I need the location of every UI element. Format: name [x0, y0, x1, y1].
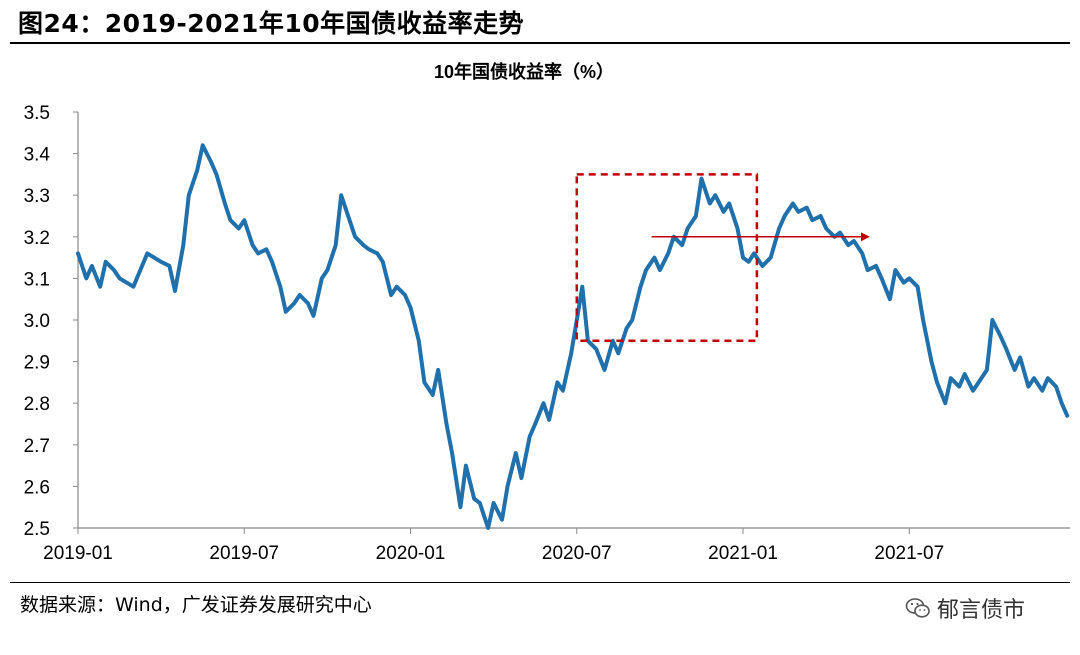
watermark: 郁言债市 — [905, 592, 1025, 624]
series-group — [76, 143, 1070, 530]
x-tick-label: 2020-07 — [542, 543, 612, 564]
bottom-rule — [10, 582, 1070, 583]
yield-chart: 10年国债收益率（%） 2.5 2.6 2.7 2.8 2.9 3.0 3.1 3.2 3.3 3… — [24, 61, 1070, 564]
y-tick-label: 3.0 — [24, 311, 50, 332]
chart-title: 10年国债收益率（%） — [434, 61, 614, 82]
y-tick-label: 2.5 — [24, 519, 50, 540]
y-tick-label: 3.5 — [24, 103, 50, 124]
annotations-group — [575, 173, 870, 343]
y-tick-label: 3.3 — [24, 186, 50, 207]
y-tick-label: 2.7 — [24, 436, 50, 457]
figure-title: 图24：2019-2021年10年国债收益率走势 — [18, 9, 525, 38]
x-tick-label: 2021-01 — [708, 543, 778, 564]
yield-series-line — [76, 143, 1070, 530]
x-axis: 2019-01 2019-07 2020-01 2020-07 2021-01 2021-… — [43, 527, 1070, 564]
y-axis: 2.5 2.6 2.7 2.8 2.9 3.0 3.1 3.2 3.3 3.4 3.5 — [24, 103, 79, 540]
highlight-box — [575, 173, 759, 343]
x-tick-label: 2020-01 — [376, 543, 446, 564]
y-tick-label: 3.1 — [24, 269, 50, 290]
x-tick-label: 2019-07 — [209, 543, 279, 564]
x-tick-label: 2021-07 — [874, 543, 944, 564]
x-tick-label: 2019-01 — [43, 543, 113, 564]
y-tick-label: 3.2 — [24, 228, 50, 249]
top-rule — [10, 42, 1070, 44]
watermark-text: 郁言债市 — [937, 598, 1026, 623]
y-tick-label: 2.6 — [24, 477, 50, 498]
y-tick-label: 2.8 — [24, 394, 50, 415]
y-tick-label: 3.4 — [24, 145, 51, 166]
y-tick-label: 2.9 — [24, 353, 50, 374]
source-note: 数据来源：Wind，广发证券发展研究中心 — [20, 594, 372, 616]
wechat-icon — [905, 598, 930, 618]
